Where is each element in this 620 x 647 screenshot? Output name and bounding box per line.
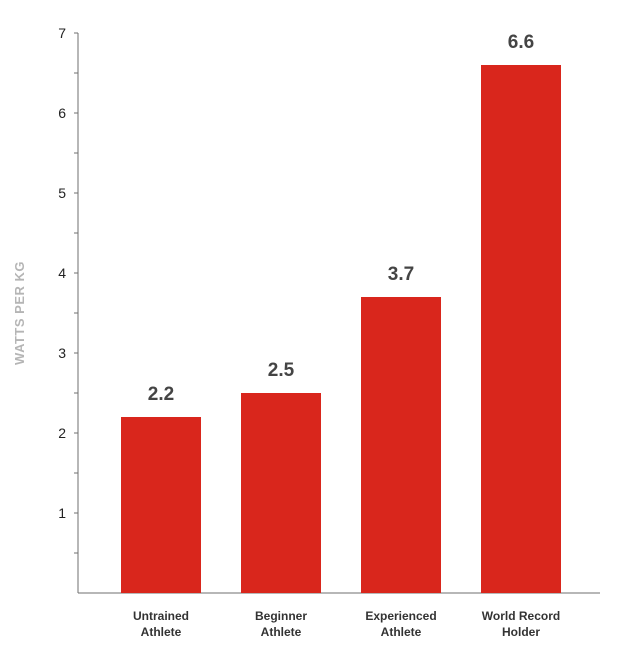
- y-tick-label: 6: [58, 105, 66, 121]
- y-tick-label: 7: [58, 25, 66, 41]
- bar: [361, 297, 441, 593]
- labels: 2.2 Untrained Athlete 2.5 Beginner Athlete 3.7…: [133, 32, 560, 639]
- data-label: 2.2: [148, 384, 174, 405]
- bar: [121, 417, 201, 593]
- bars: [121, 65, 561, 593]
- y-tick-label: 1: [58, 505, 66, 521]
- x-tick-label: Untrained Athlete: [133, 609, 189, 639]
- data-label: 3.7: [388, 264, 414, 285]
- y-tick-label: 5: [58, 185, 66, 201]
- data-label: 2.5: [268, 360, 295, 381]
- x-tick-label: Beginner Athlete: [255, 609, 307, 639]
- data-label: 6.6: [508, 32, 534, 53]
- x-tick-label: Experienced Athlete: [365, 609, 436, 639]
- y-tick-label: 3: [58, 345, 66, 361]
- bar: [481, 65, 561, 593]
- y-tick-label: 2: [58, 425, 66, 441]
- x-tick-label: World Record Holder: [482, 609, 560, 639]
- bar: [241, 393, 321, 593]
- y-tick-label: 4: [58, 265, 66, 281]
- y-axis-title: WATTS PER KG: [12, 261, 27, 365]
